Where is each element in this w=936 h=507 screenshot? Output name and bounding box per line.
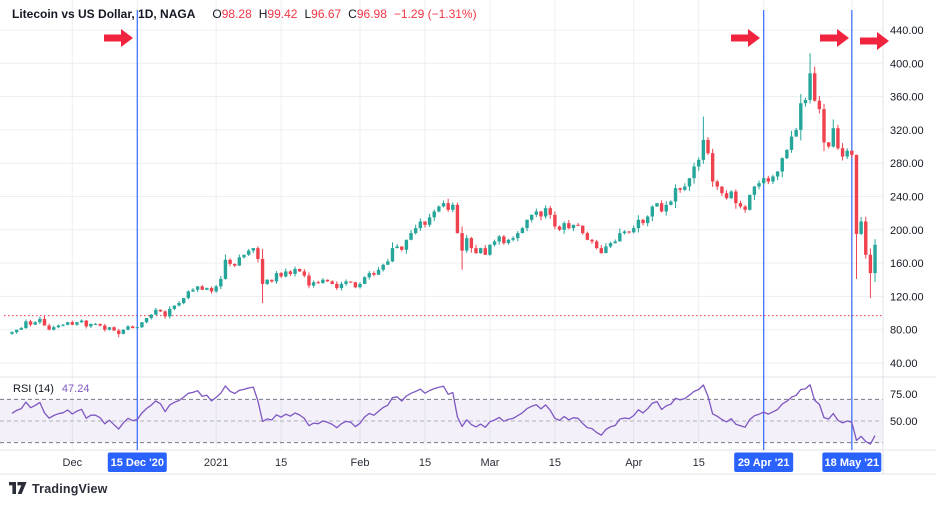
high-value: 99.42	[267, 7, 298, 21]
rsi-axis-label: 50.00	[890, 416, 918, 428]
rsi-period: (14)	[34, 383, 54, 395]
price-axis-label: 320.00	[890, 125, 924, 137]
low-value: 96.67	[311, 7, 342, 21]
price-axis-label: 120.00	[890, 291, 924, 303]
time-axis-label: Apr	[625, 457, 642, 469]
rsi-line	[11, 384, 876, 445]
time-axis-label: Feb	[351, 457, 370, 469]
close-label: C	[348, 7, 357, 21]
highlighted-date-badge	[822, 452, 882, 472]
rsi-legend: RSI (14) 47.24	[13, 383, 89, 395]
price-axis-label: 40.00	[890, 358, 918, 370]
red-arrow-icon	[820, 29, 849, 47]
rsi-value: 47.24	[61, 383, 90, 395]
highlighted-date-badge	[107, 452, 167, 472]
red-arrow-icon	[860, 32, 889, 50]
time-axis[interactable]: Dec 15 Dec '20 2021 15 Feb 15 Mar 15 Apr 15 29 Apr…	[63, 452, 882, 473]
open-value: 98.28	[221, 7, 252, 21]
tradingview-logo[interactable]: TradingView	[9, 481, 108, 496]
rsi-pane[interactable]	[0, 398, 883, 444]
tradingview-logo-text: TradingView	[32, 481, 108, 496]
time-axis-label: 15	[275, 457, 287, 469]
price-axis-label: 400.00	[890, 58, 924, 70]
time-axis-label: 2021	[204, 457, 228, 469]
symbol-title[interactable]: Litecoin vs US Dollar, 1D, NAGA	[12, 7, 196, 21]
high-label: H	[258, 7, 268, 21]
time-axis-label-highlighted: 29 Apr '21	[738, 457, 790, 469]
change-value: −1.29 (−1.31%)	[393, 7, 477, 21]
annotation-arrows	[104, 29, 889, 50]
open-label: O	[212, 7, 222, 21]
price-axis-label: 240.00	[890, 192, 924, 204]
price-axis-label: 280.00	[890, 158, 924, 170]
rsi-axis-label: 75.00	[890, 389, 918, 401]
time-axis-label: 15	[549, 457, 561, 469]
low-label: L	[304, 7, 312, 21]
price-axis-label: 440.00	[890, 25, 924, 37]
grid-lines	[0, 0, 883, 450]
symbol-legend: Litecoin vs US Dollar, 1D, NAGA O98.28 H99…	[12, 7, 477, 21]
time-axis-label: Dec	[63, 457, 83, 469]
time-axis-label: Mar	[480, 457, 499, 469]
price-axis-label: 200.00	[890, 225, 924, 237]
close-value: 96.98	[356, 7, 387, 21]
time-axis-label: 15	[693, 457, 705, 469]
time-axis-label: 15	[419, 457, 431, 469]
highlighted-date-badge	[734, 452, 794, 472]
event-vlines	[136, 10, 853, 450]
tradingview-logo-icon	[9, 482, 27, 494]
time-axis-label-highlighted: 18 May '21	[825, 457, 880, 469]
candles	[10, 53, 877, 338]
time-axis-label-highlighted: 15 Dec '20	[111, 457, 164, 469]
rsi-label: RSI	[13, 383, 32, 395]
price-axis-label: 80.00	[890, 325, 918, 337]
price-axis[interactable]: 440.00 400.00 360.00 320.00 280.00 240.00 200.…	[890, 25, 924, 428]
red-arrow-icon	[731, 29, 760, 47]
red-arrow-icon	[104, 29, 133, 47]
price-axis-label: 360.00	[890, 92, 924, 104]
price-axis-label: 160.00	[890, 258, 924, 270]
pane-dividers	[0, 0, 936, 475]
